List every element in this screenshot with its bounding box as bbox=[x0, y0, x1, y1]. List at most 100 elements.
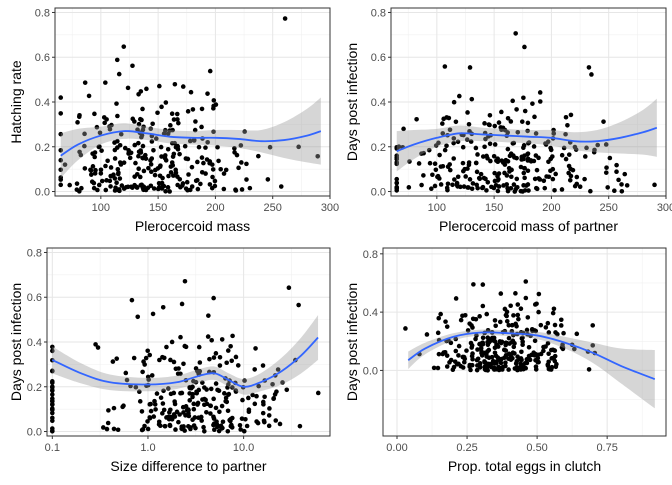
data-point bbox=[480, 335, 486, 341]
data-point bbox=[522, 44, 527, 50]
data-point bbox=[432, 183, 438, 189]
data-point bbox=[171, 359, 177, 365]
data-point bbox=[177, 412, 182, 417]
data-point bbox=[95, 187, 100, 193]
data-point bbox=[109, 122, 114, 128]
data-point bbox=[473, 145, 479, 151]
data-point bbox=[58, 167, 64, 173]
data-point bbox=[468, 340, 474, 346]
data-point bbox=[506, 165, 512, 171]
data-point bbox=[455, 139, 461, 145]
data-point bbox=[548, 367, 554, 372]
data-point bbox=[570, 167, 576, 173]
data-point bbox=[461, 354, 467, 360]
data-point bbox=[458, 317, 464, 323]
data-point bbox=[77, 149, 82, 155]
data-point bbox=[563, 114, 569, 120]
data-point bbox=[117, 176, 123, 181]
data-point bbox=[453, 119, 459, 125]
data-point bbox=[204, 387, 209, 392]
y-axis-title: Days post infection bbox=[8, 283, 24, 401]
data-point bbox=[473, 336, 478, 342]
data-point bbox=[523, 279, 529, 284]
data-point bbox=[505, 159, 511, 164]
data-point bbox=[187, 391, 192, 396]
grid bbox=[55, 8, 330, 196]
data-point bbox=[169, 111, 175, 117]
data-point bbox=[487, 362, 493, 367]
points bbox=[58, 16, 321, 194]
data-point bbox=[455, 184, 460, 189]
data-point bbox=[132, 119, 137, 124]
data-point bbox=[191, 401, 197, 407]
data-point bbox=[438, 311, 443, 317]
data-point bbox=[151, 414, 157, 419]
data-point bbox=[480, 154, 486, 159]
data-point bbox=[94, 124, 100, 130]
data-point bbox=[457, 93, 462, 99]
data-point bbox=[586, 65, 592, 70]
data-point bbox=[50, 406, 55, 411]
data-point bbox=[210, 162, 215, 167]
data-point bbox=[479, 353, 485, 358]
data-point bbox=[460, 144, 466, 150]
data-point bbox=[239, 416, 245, 421]
data-point bbox=[595, 142, 601, 148]
data-point bbox=[246, 395, 251, 401]
data-point bbox=[182, 278, 188, 284]
data-point bbox=[480, 184, 486, 190]
data-point bbox=[144, 86, 149, 92]
data-point bbox=[460, 160, 466, 166]
data-point bbox=[112, 140, 117, 145]
data-point bbox=[102, 120, 107, 126]
data-point bbox=[166, 173, 171, 179]
data-point bbox=[139, 409, 145, 414]
data-point bbox=[114, 101, 119, 106]
data-point bbox=[196, 415, 201, 421]
data-point bbox=[519, 157, 524, 162]
data-point bbox=[487, 141, 493, 147]
data-point bbox=[394, 153, 400, 158]
data-point bbox=[200, 397, 205, 402]
data-point bbox=[152, 172, 158, 178]
data-point bbox=[505, 146, 511, 152]
data-point bbox=[273, 418, 279, 423]
data-point bbox=[225, 428, 231, 434]
y-tick-label: 0.4 bbox=[371, 97, 386, 109]
data-point bbox=[465, 110, 470, 115]
data-point bbox=[546, 351, 551, 357]
x-tick-label: 100 bbox=[92, 202, 110, 214]
data-point bbox=[88, 168, 94, 173]
data-point bbox=[553, 330, 558, 335]
data-point bbox=[532, 353, 537, 358]
data-point bbox=[510, 350, 516, 355]
data-point bbox=[215, 144, 220, 150]
data-point bbox=[129, 297, 135, 303]
data-point bbox=[546, 330, 552, 335]
data-point bbox=[188, 89, 194, 95]
data-point bbox=[217, 409, 222, 415]
data-point bbox=[168, 164, 174, 169]
data-point bbox=[171, 390, 177, 396]
data-point bbox=[167, 189, 172, 194]
data-point bbox=[167, 128, 173, 133]
y-tick-label: 0.4 bbox=[35, 97, 50, 109]
data-point bbox=[416, 161, 422, 166]
data-point bbox=[149, 139, 155, 144]
data-point bbox=[536, 176, 541, 181]
data-point bbox=[137, 399, 143, 404]
data-point bbox=[125, 85, 131, 91]
data-point bbox=[495, 156, 501, 161]
data-point bbox=[437, 152, 442, 158]
data-point bbox=[427, 160, 433, 166]
data-point bbox=[50, 344, 55, 350]
data-point bbox=[469, 186, 475, 192]
data-point bbox=[179, 424, 185, 429]
data-point bbox=[229, 424, 235, 430]
data-point bbox=[67, 182, 72, 188]
data-point bbox=[461, 184, 467, 189]
data-point bbox=[223, 395, 229, 401]
data-point bbox=[213, 102, 219, 107]
data-point bbox=[522, 108, 528, 114]
data-point bbox=[127, 155, 133, 161]
